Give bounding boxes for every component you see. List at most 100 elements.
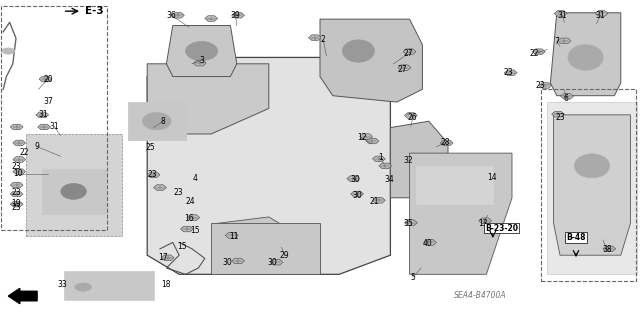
Polygon shape [410,153,512,274]
Bar [128,102,186,140]
Ellipse shape [61,183,86,199]
Polygon shape [147,57,390,274]
Text: 6: 6 [564,94,569,103]
Text: 40: 40 [422,239,433,248]
Text: 11: 11 [229,232,238,241]
Polygon shape [13,157,26,162]
Polygon shape [187,215,200,220]
Text: 23: 23 [11,162,21,171]
Bar [541,89,636,281]
Text: 13: 13 [478,219,488,228]
Text: 39: 39 [230,11,241,20]
Polygon shape [550,13,621,96]
Polygon shape [225,233,238,238]
Text: 29: 29 [280,251,290,260]
Polygon shape [13,140,26,146]
Polygon shape [554,11,567,16]
Polygon shape [193,60,206,66]
Text: 14: 14 [486,173,497,182]
Bar [416,166,493,204]
Text: Fr.: Fr. [44,291,57,301]
Text: 10: 10 [13,169,23,178]
Ellipse shape [575,154,610,178]
Polygon shape [211,223,320,274]
Text: 27: 27 [403,49,413,58]
Text: 5: 5 [410,273,415,282]
Text: 38: 38 [602,245,612,254]
Bar [1,6,107,230]
Text: 23: 23 [504,68,514,77]
Polygon shape [166,26,237,77]
Polygon shape [10,191,23,197]
Polygon shape [390,121,448,198]
Text: 32: 32 [403,156,413,165]
Polygon shape [232,258,244,264]
Polygon shape [26,134,122,236]
Polygon shape [539,83,552,88]
Text: 19: 19 [11,199,21,208]
Circle shape [2,48,15,54]
Text: 23: 23 [147,170,157,179]
Polygon shape [147,64,269,134]
Polygon shape [603,246,616,252]
Circle shape [75,283,92,291]
Polygon shape [404,113,417,118]
Polygon shape [308,35,321,41]
Polygon shape [372,197,385,203]
Polygon shape [595,11,608,16]
Polygon shape [504,70,517,76]
Polygon shape [154,185,166,190]
Polygon shape [172,12,184,18]
Polygon shape [558,38,571,44]
Text: 28: 28 [440,138,449,147]
Text: 20: 20 [43,75,53,84]
Text: 33: 33 [58,280,68,289]
Polygon shape [379,163,392,169]
Text: 27: 27 [397,65,407,74]
Text: 17: 17 [158,253,168,262]
Polygon shape [404,220,417,226]
Text: 26: 26 [408,113,418,122]
Polygon shape [161,255,174,261]
Polygon shape [403,49,416,55]
Polygon shape [180,226,193,232]
Ellipse shape [342,40,374,62]
Polygon shape [36,112,49,118]
Bar [64,271,154,300]
Text: 23: 23 [555,113,565,122]
Text: 30: 30 [222,258,232,267]
Polygon shape [10,201,23,207]
Text: 37: 37 [43,97,53,106]
Text: 34: 34 [384,175,394,184]
Polygon shape [13,169,26,174]
Polygon shape [532,49,545,55]
Polygon shape [39,76,52,82]
Text: 23: 23 [536,81,546,90]
Polygon shape [479,218,492,224]
Text: 15: 15 [177,242,188,251]
Text: 25: 25 [145,143,156,152]
FancyArrow shape [8,288,37,304]
Text: 23: 23 [173,188,183,197]
Text: 30: 30 [352,191,362,200]
Polygon shape [320,19,422,102]
Bar [42,169,106,214]
Polygon shape [440,140,453,146]
Text: SEA4-B4700A: SEA4-B4700A [454,291,507,300]
Polygon shape [147,172,160,178]
Polygon shape [360,134,372,139]
Text: 31: 31 [595,11,605,20]
Text: 2: 2 [321,35,326,44]
Text: 23: 23 [11,204,21,212]
Polygon shape [232,12,244,18]
Polygon shape [205,16,218,21]
Text: 15: 15 [190,226,200,235]
Text: 9: 9 [35,142,40,151]
Polygon shape [10,182,23,188]
Text: 36: 36 [166,11,177,20]
Text: B-23-20: B-23-20 [485,224,518,233]
Text: 21: 21 [370,197,379,206]
Ellipse shape [143,113,172,130]
Polygon shape [547,102,637,274]
Polygon shape [554,115,630,255]
